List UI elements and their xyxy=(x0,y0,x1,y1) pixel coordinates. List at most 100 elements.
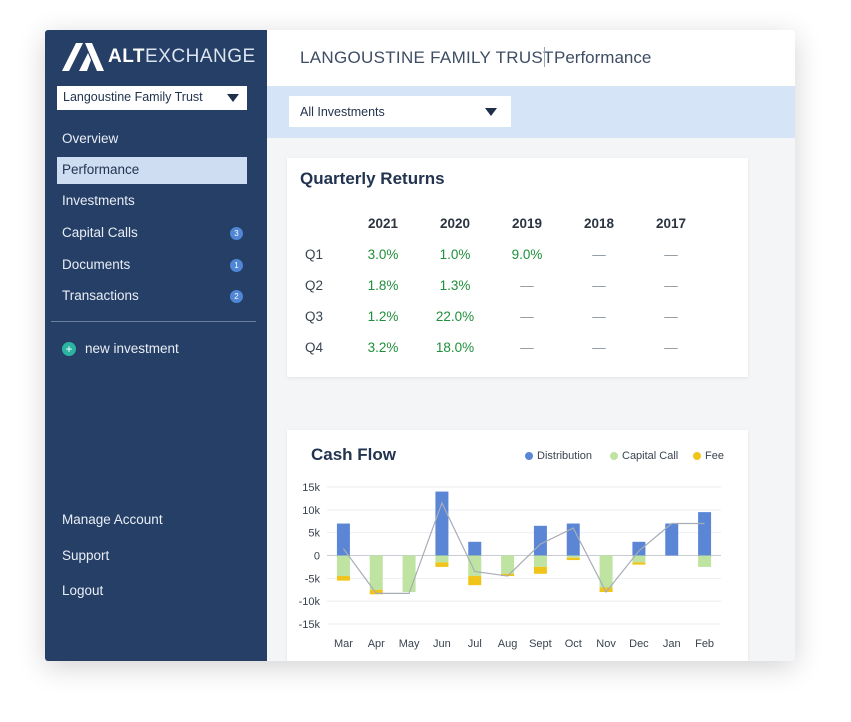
return-cell: 1.8% xyxy=(367,278,399,293)
return-cell: — xyxy=(664,309,678,324)
sidebar-item-label: Documents xyxy=(62,257,131,272)
manage-account-link[interactable]: Manage Account xyxy=(62,512,163,527)
main-content: Quarterly Returns 2021 2020 2019 2018 20… xyxy=(267,138,795,661)
legend-label: Capital Call xyxy=(622,450,679,462)
return-cell: — xyxy=(592,247,606,262)
trust-select[interactable]: Langoustine Family Trust xyxy=(57,86,247,110)
x-tick-label: Nov xyxy=(596,638,616,650)
capital-call-bar xyxy=(632,555,646,563)
sidebar-item-label: Transactions xyxy=(62,288,139,303)
sidebar-item-investments[interactable]: Investments xyxy=(57,188,247,215)
sidebar-item-performance[interactable]: Performance xyxy=(57,157,247,184)
plus-icon: + xyxy=(62,341,76,356)
sidebar: ALTEXCHANGE Langoustine Family Trust Ove… xyxy=(45,30,267,661)
return-cell: — xyxy=(520,278,534,293)
sidebar-item-label: Capital Calls xyxy=(62,225,138,240)
y-tick-label: -10k xyxy=(299,596,321,608)
y-tick-label: 0 xyxy=(314,551,320,563)
distribution-bar xyxy=(566,523,580,556)
return-cell: — xyxy=(664,340,678,355)
sidebar-item-documents[interactable]: Documents 1 xyxy=(57,252,247,279)
year-header: 2017 xyxy=(655,216,687,231)
distribution-bar xyxy=(698,512,712,556)
capital-call-bar xyxy=(402,555,416,593)
return-cell: 18.0% xyxy=(435,340,475,355)
fee-bar xyxy=(566,557,580,561)
logout-link[interactable]: Logout xyxy=(62,583,104,598)
quarter-label: Q3 xyxy=(305,309,324,324)
quarterly-returns-card: Quarterly Returns 2021 2020 2019 2018 20… xyxy=(287,158,748,377)
sidebar-item-transactions[interactable]: Transactions 2 xyxy=(57,283,247,310)
distribution-bar xyxy=(533,525,547,556)
capital-call-bar xyxy=(336,555,350,577)
distribution-bar xyxy=(468,541,482,556)
fee-bar xyxy=(632,562,646,565)
legend-item-capital-call: Capital Call xyxy=(610,450,678,462)
return-cell: 22.0% xyxy=(435,309,475,324)
fee-bar xyxy=(501,573,515,577)
x-tick-label: Jan xyxy=(663,638,681,650)
fee-bar xyxy=(533,566,547,574)
y-tick-label: 15k xyxy=(302,482,320,494)
capital-call-bar xyxy=(599,555,613,588)
sidebar-item-label: Overview xyxy=(62,131,119,146)
fee-bar xyxy=(599,587,613,593)
count-badge: 3 xyxy=(230,227,243,240)
brand-light: EXCHANGE xyxy=(145,46,256,67)
y-tick-label: 5k xyxy=(308,528,320,540)
return-cell: — xyxy=(664,278,678,293)
fee-bar xyxy=(336,576,350,581)
table-row: Q2 1.8% 1.3% — — — xyxy=(291,270,707,301)
cash-flow-title: Cash Flow xyxy=(311,445,397,464)
chevron-down-icon xyxy=(485,108,497,116)
fee-bar xyxy=(435,562,449,567)
return-cell: — xyxy=(592,278,606,293)
quarter-label: Q1 xyxy=(305,247,324,262)
x-tick-label: May xyxy=(399,638,420,650)
x-tick-label: Oct xyxy=(565,638,582,650)
x-tick-label: Dec xyxy=(629,638,649,650)
capital-call-bar xyxy=(369,555,383,590)
x-tick-label: Jun xyxy=(433,638,451,650)
sidebar-divider xyxy=(51,321,256,322)
support-link[interactable]: Support xyxy=(62,548,110,563)
y-tick-label: 10k xyxy=(302,505,320,517)
quarterly-returns-table: 2021 2020 2019 2018 2017 Q1 3.0% 1.0% 9.0% —… xyxy=(291,208,707,363)
x-tick-label: Sept xyxy=(529,638,552,650)
cash-flow-card: Cash Flow Distribution Capital Call Fee … xyxy=(287,430,748,661)
legend-label: Fee xyxy=(705,450,724,462)
new-investment-button[interactable]: + new investment xyxy=(62,341,179,356)
investment-select[interactable]: All Investments xyxy=(289,96,511,127)
net-cash-flow-line xyxy=(342,501,705,595)
return-cell: — xyxy=(520,309,534,324)
sidebar-item-capital-calls[interactable]: Capital Calls 3 xyxy=(57,220,247,247)
y-tick-label: -15k xyxy=(299,619,321,631)
quarter-label: Q2 xyxy=(305,278,324,293)
cash-flow-chart: 15k 10k 5k 0 -5k -10k -15k Mar Apr May Jun Jul Aug Se… xyxy=(299,482,721,650)
x-tick-label: Aug xyxy=(498,638,518,650)
legend-label: Distribution xyxy=(537,450,593,462)
header-separator xyxy=(544,47,545,67)
return-cell: 1.0% xyxy=(439,247,471,262)
return-cell: — xyxy=(592,340,606,355)
sidebar-item-overview[interactable]: Overview xyxy=(57,126,247,153)
capital-call-bar xyxy=(501,555,515,574)
quarterly-returns-title: Quarterly Returns xyxy=(300,169,445,188)
return-cell: 1.3% xyxy=(439,278,471,293)
investment-select-value: All Investments xyxy=(300,105,385,119)
new-investment-label: new investment xyxy=(85,341,179,356)
brand-logo[interactable]: ALTEXCHANGE xyxy=(62,42,256,72)
capital-call-bar xyxy=(435,555,449,563)
year-header: 2018 xyxy=(583,216,615,231)
legend-item-distribution: Distribution xyxy=(525,450,592,462)
capital-call-swatch xyxy=(610,452,618,460)
fee-bar xyxy=(369,589,383,595)
table-row: Q4 3.2% 18.0% — — — xyxy=(291,332,707,363)
year-header: 2019 xyxy=(511,216,543,231)
x-tick-label: Apr xyxy=(368,638,385,650)
return-cell: — xyxy=(520,340,534,355)
return-cell: 3.0% xyxy=(367,247,399,262)
fee-bar xyxy=(468,576,482,586)
fee-swatch xyxy=(693,452,701,460)
capital-call-bar xyxy=(533,555,547,567)
